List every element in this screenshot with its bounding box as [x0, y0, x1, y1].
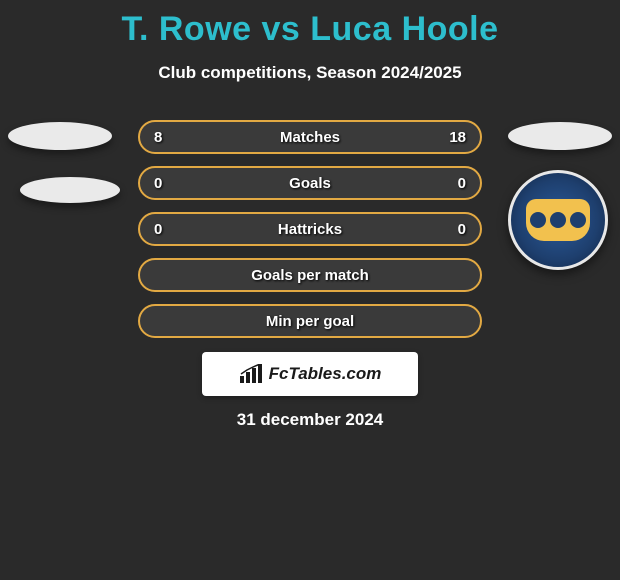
stat-left-value: 0: [154, 221, 178, 238]
club-badge-shield-icon: [526, 199, 590, 241]
lion-icon: [550, 212, 566, 228]
stat-label: Hattricks: [140, 221, 480, 238]
branding-badge[interactable]: FcTables.com: [202, 352, 418, 396]
stat-left-value: 0: [154, 175, 178, 192]
club-right-logo: [508, 170, 608, 270]
stats-panel: 8 Matches 18 0 Goals 0 0 Hattricks 0 Goa…: [138, 120, 482, 350]
branding-label: FcTables.com: [269, 364, 382, 384]
stat-row-goals-per-match: Goals per match: [138, 258, 482, 292]
stat-label: Goals: [140, 175, 480, 192]
player-left-photo-placeholder: [8, 122, 112, 150]
stat-label: Min per goal: [266, 313, 354, 330]
lion-icon: [570, 212, 586, 228]
club-left-logo-placeholder: [20, 177, 120, 203]
bar-chart-icon: [239, 364, 263, 384]
stat-label: Matches: [140, 129, 480, 146]
stat-row-goals: 0 Goals 0: [138, 166, 482, 200]
player-right-photo-placeholder: [508, 122, 612, 150]
stat-row-min-per-goal: Min per goal: [138, 304, 482, 338]
date-label: 31 december 2024: [0, 410, 620, 430]
stat-left-value: 8: [154, 129, 178, 146]
stat-right-value: 18: [442, 129, 466, 146]
lion-icon: [530, 212, 546, 228]
stat-row-hattricks: 0 Hattricks 0: [138, 212, 482, 246]
page-title: T. Rowe vs Luca Hoole: [0, 0, 620, 49]
stat-right-value: 0: [442, 175, 466, 192]
subtitle: Club competitions, Season 2024/2025: [0, 63, 620, 83]
stat-label: Goals per match: [251, 267, 369, 284]
stat-row-matches: 8 Matches 18: [138, 120, 482, 154]
stat-right-value: 0: [442, 221, 466, 238]
